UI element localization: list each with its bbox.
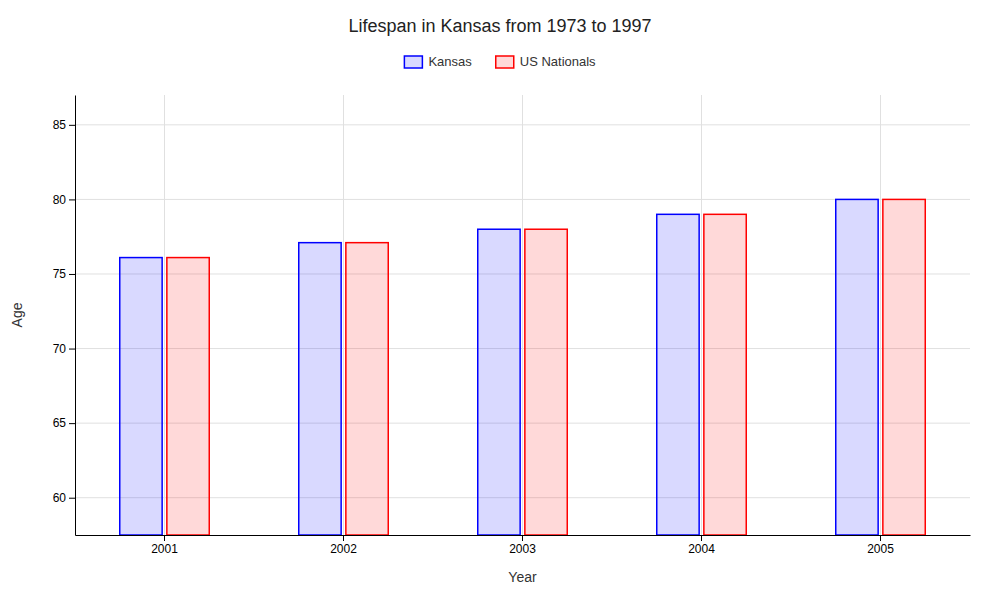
x-tick-label: 2001 [151,542,178,556]
x-tick: 2005 [867,535,894,556]
y-tick: 80 [53,193,75,207]
legend-swatch [496,56,514,68]
x-tick-mark [522,535,523,541]
grid [75,95,970,535]
bar [299,243,341,535]
chart: 2001 2002 2003 2004 2005 60 65 70 75 80 85 Year Age L… [0,0,1000,600]
x-tick-mark [880,535,881,541]
x-axis-title: Year [508,569,537,585]
x-tick: 2004 [688,535,715,556]
y-tick: 75 [53,267,75,281]
y-tick: 60 [53,491,75,505]
y-tick: 70 [53,342,75,356]
y-axis-title: Age [9,302,25,327]
plot-area: 2001 2002 2003 2004 2005 60 65 70 75 80 85 [53,95,971,556]
x-tick-mark [701,535,702,541]
grid-line-x [522,95,523,535]
legend: Kansas US Nationals [404,54,596,69]
y-tick-label: 75 [53,267,67,281]
grid-line-x [343,95,344,535]
bar [346,243,388,535]
y-tick-mark [69,349,75,350]
bar [704,214,746,535]
y-tick-mark [69,125,75,126]
bar [478,229,520,535]
y-tick-label: 60 [53,491,67,505]
bar [657,214,699,535]
grid-line-x [880,95,881,535]
legend-item: US Nationals [496,54,596,69]
y-tick-label: 80 [53,193,67,207]
y-tick-label: 70 [53,342,67,356]
legend-label: US Nationals [520,54,596,69]
y-tick-mark [69,199,75,200]
x-tick: 2003 [509,535,536,556]
x-tick: 2001 [151,535,178,556]
y-axis-line [75,96,76,536]
bar-series [120,199,878,535]
bar [167,258,209,535]
bars [120,199,926,535]
y-tick-mark [69,423,75,424]
x-tick-label: 2003 [509,542,536,556]
x-tick-label: 2005 [867,542,894,556]
bar [836,199,878,535]
y-tick-label: 65 [53,416,67,430]
y-tick-label: 85 [53,118,67,132]
legend-item: Kansas [404,54,472,69]
bar [120,258,162,535]
legend-swatch [404,56,422,68]
legend-label: Kansas [428,54,472,69]
title: Lifespan in Kansas from 1973 to 1997 [348,16,651,36]
y-tick: 85 [53,118,75,132]
y-tick-mark [69,498,75,499]
bar [525,229,567,535]
y-axis: 60 65 70 75 80 85 [53,96,76,536]
bar [883,199,925,535]
x-tick-label: 2004 [688,542,715,556]
y-tick: 65 [53,416,75,430]
bar-series [167,199,925,535]
x-tick-label: 2002 [330,542,357,556]
x-tick: 2002 [330,535,357,556]
x-tick-mark [343,535,344,541]
x-tick-mark [164,535,165,541]
y-tick-mark [69,274,75,275]
x-axis: 2001 2002 2003 2004 2005 [76,535,971,556]
grid-line-x [701,95,702,535]
grid-line-x [164,95,165,535]
